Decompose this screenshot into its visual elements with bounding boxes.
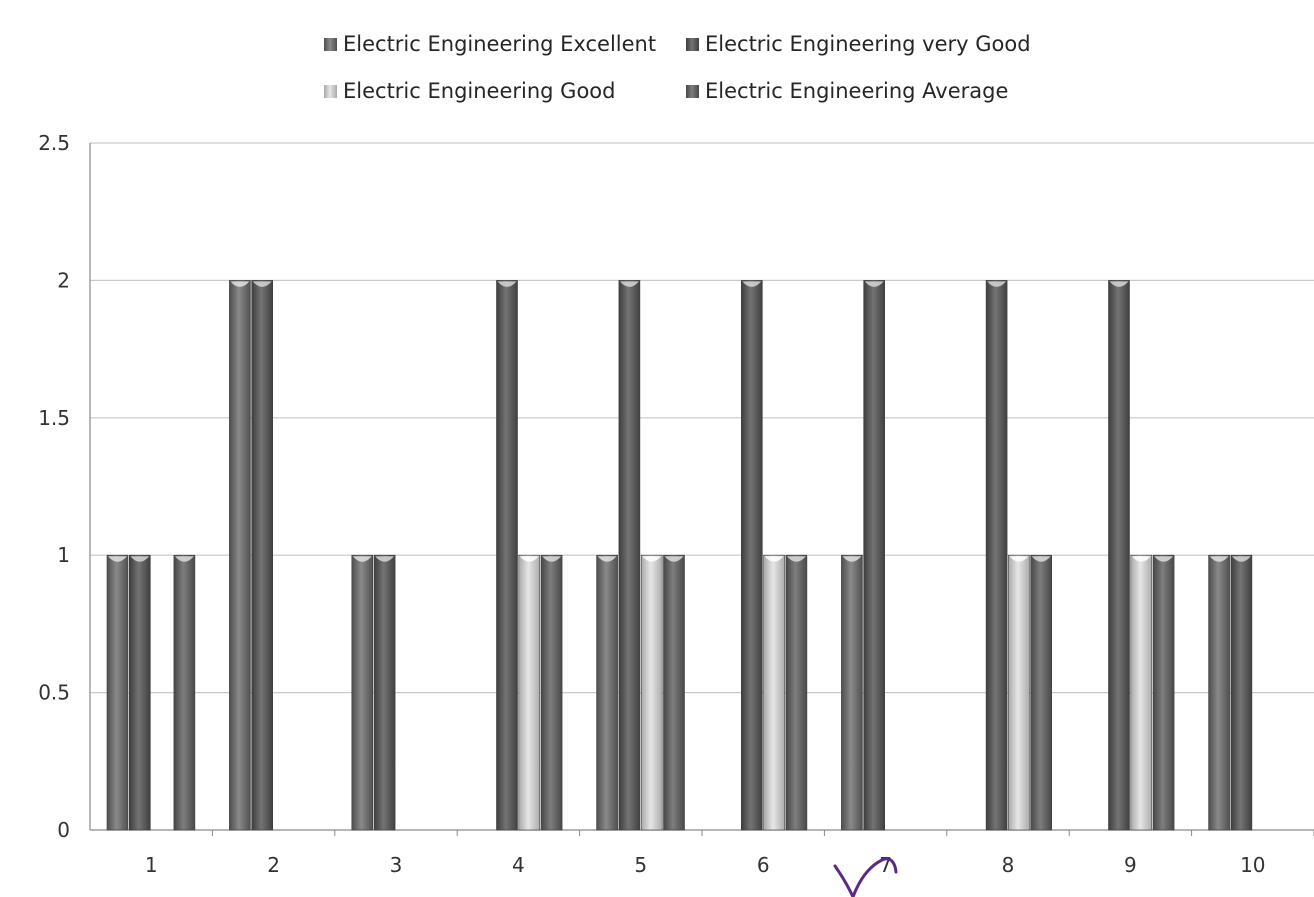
legend-item-average: Electric Engineering Average	[686, 79, 1008, 103]
bar-cap-very-good	[1231, 556, 1251, 562]
bar-cap-very-good	[252, 281, 272, 287]
bar-cap-average	[786, 556, 806, 562]
bar-cap-good	[764, 556, 784, 562]
bar-very-good	[251, 280, 273, 831]
x-tick-label: 7	[879, 853, 892, 877]
bar-excellent	[106, 554, 129, 831]
bar-cap-good	[1009, 556, 1029, 562]
bar-cap-excellent	[352, 556, 372, 562]
bar-cap-very-good	[130, 556, 150, 562]
bar-cap-average	[542, 556, 562, 562]
bar-cap-good	[519, 556, 539, 562]
y-tick-label: 2	[57, 268, 70, 292]
bar-cap-excellent	[230, 281, 250, 287]
legend-item-good: Electric Engineering Good	[324, 79, 615, 103]
bar-very-good	[985, 280, 1008, 831]
y-tick-label: 0.5	[38, 681, 70, 705]
legend-item-excellent: Electric Engineering Excellent	[324, 32, 656, 56]
legend-label-good: Electric Engineering Good	[343, 79, 615, 103]
legend-label-very-good: Electric Engineering very Good	[705, 32, 1031, 56]
bar-excellent	[229, 280, 251, 831]
bar-very-good	[496, 280, 518, 831]
bar-very-good	[373, 554, 396, 831]
bar-excellent	[596, 554, 618, 831]
bar-good	[763, 554, 785, 831]
bar-excellent	[351, 554, 374, 831]
x-tick-label: 5	[634, 853, 647, 877]
legend-swatch-very-good	[686, 38, 699, 51]
x-tick-label: 4	[512, 853, 525, 877]
bar-good	[1130, 554, 1153, 831]
legend-label-average: Electric Engineering Average	[705, 79, 1008, 103]
bar-cap-very-good	[742, 281, 762, 287]
legend-swatch-excellent	[324, 38, 337, 51]
y-tick-label: 2.5	[38, 131, 70, 155]
legend-swatch-good	[324, 85, 337, 98]
bar-cap-average	[1031, 556, 1051, 562]
handwritten-check-mark	[833, 857, 898, 897]
bar-very-good	[863, 280, 886, 831]
bar-cap-excellent	[842, 556, 862, 562]
bar-average	[173, 554, 196, 831]
bar-excellent	[841, 554, 863, 831]
x-tick-label: 1	[145, 853, 158, 877]
bar-cap-very-good	[987, 281, 1007, 287]
legend-label-excellent: Electric Engineering Excellent	[343, 32, 656, 56]
bar-average	[1030, 554, 1052, 831]
bar-cap-very-good	[375, 556, 395, 562]
bar-very-good	[129, 554, 151, 831]
x-tick-label: 10	[1240, 853, 1265, 877]
bar-cap-very-good	[619, 281, 639, 287]
legend-item-very-good: Electric Engineering very Good	[686, 32, 1031, 56]
y-tick-label: 1.5	[38, 406, 70, 430]
bar-very-good	[1230, 554, 1253, 831]
bar-cap-very-good	[1109, 281, 1129, 287]
x-tick-label: 9	[1124, 853, 1137, 877]
bar-good	[1008, 554, 1030, 831]
y-axis: 0 0.5 1 1.5 2 2.5	[38, 131, 91, 842]
bar-very-good	[1108, 280, 1130, 831]
y-tick-label: 0	[57, 818, 70, 842]
bar-average	[785, 554, 808, 831]
x-axis: 1 2 3 4 5 6 7 8 9 10	[145, 830, 1314, 877]
bar-cap-average	[174, 556, 194, 562]
bar-very-good	[740, 280, 763, 831]
bar-cap-excellent	[597, 556, 617, 562]
bar-cap-average	[1154, 556, 1174, 562]
bars	[106, 280, 1253, 831]
x-tick-label: 8	[1002, 853, 1015, 877]
bar-good	[640, 554, 663, 831]
y-tick-label: 1	[57, 543, 70, 567]
bar-cap-good	[1131, 556, 1151, 562]
bar-very-good	[618, 280, 641, 831]
bar-excellent	[1208, 554, 1230, 831]
bar-cap-average	[664, 556, 684, 562]
bar-average	[540, 554, 563, 831]
x-tick-label: 3	[390, 853, 403, 877]
bar-cap-excellent	[108, 556, 127, 562]
bar-cap-very-good	[497, 281, 517, 287]
x-tick-label: 2	[267, 853, 280, 877]
bar-average	[1152, 554, 1175, 831]
gridlines	[90, 142, 1314, 831]
bar-cap-very-good	[864, 281, 884, 287]
chart-legend: Electric Engineering Excellent Electric …	[324, 32, 1031, 103]
bar-cap-good	[642, 556, 662, 562]
legend-swatch-average	[686, 85, 699, 98]
bar-cap-excellent	[1209, 556, 1229, 562]
bar-good	[518, 554, 541, 831]
bar-average	[663, 554, 685, 831]
x-tick-label: 6	[757, 853, 770, 877]
